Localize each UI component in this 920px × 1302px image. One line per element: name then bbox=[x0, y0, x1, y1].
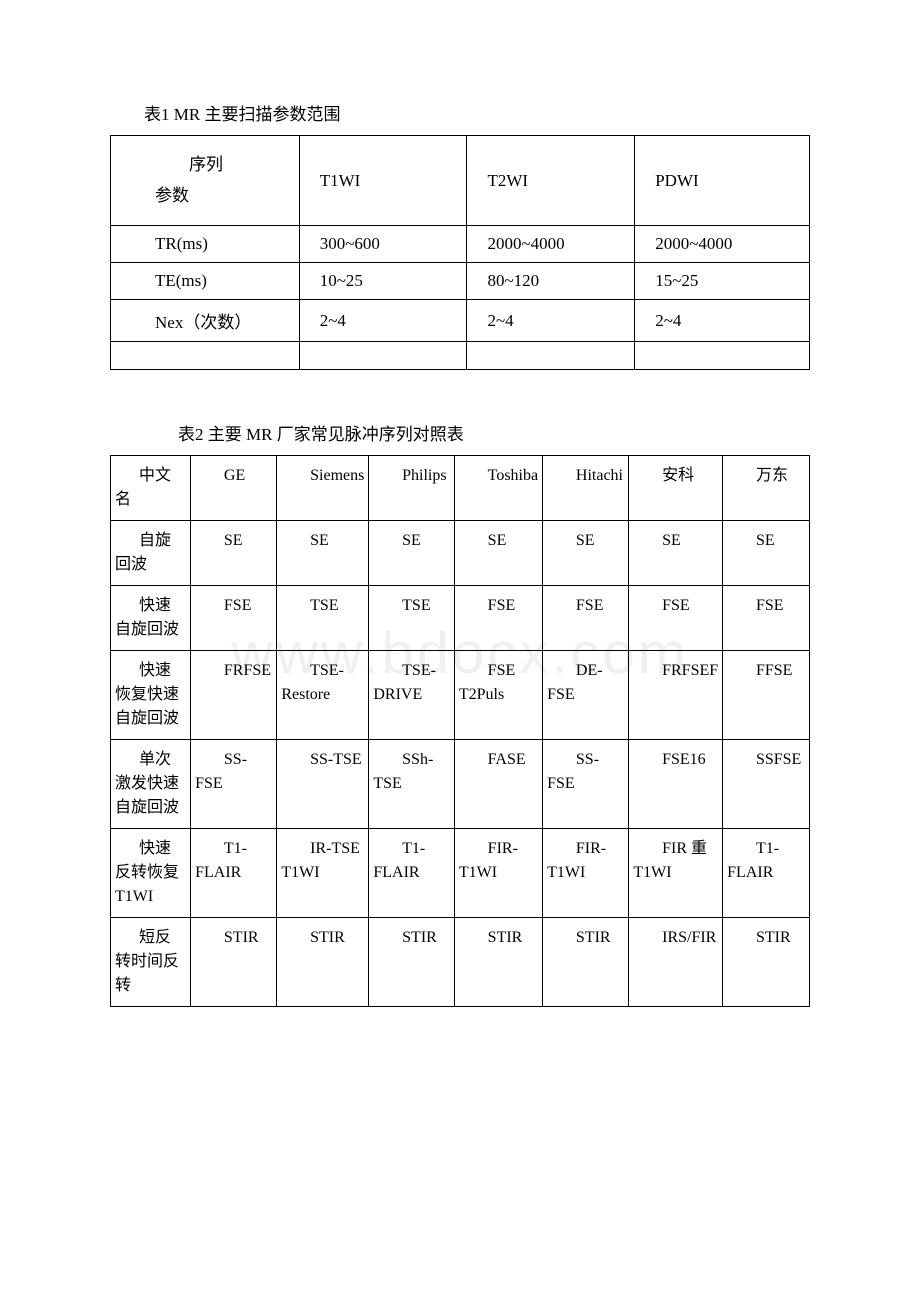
table-row: Nex（次数） 2~4 2~4 2~4 bbox=[111, 300, 810, 342]
row-value: TSE-DRIVE bbox=[369, 651, 455, 740]
param-value: 2000~4000 bbox=[467, 226, 635, 263]
table2-col-header: 安科 bbox=[629, 456, 723, 521]
row-value: T1-FLAIR bbox=[369, 829, 455, 918]
row-value: FSE bbox=[629, 586, 723, 651]
document-content: 表1 MR 主要扫描参数范围 序列 参数 T1WI T2WI PDWI TR(m… bbox=[110, 100, 810, 1007]
row-value: SE bbox=[191, 521, 277, 586]
table2-col-header: Toshiba bbox=[454, 456, 542, 521]
param-value: 10~25 bbox=[299, 263, 467, 300]
table1-col-header: PDWI bbox=[635, 136, 810, 226]
param-value: 2~4 bbox=[467, 300, 635, 342]
row-value: STIR bbox=[277, 918, 369, 1007]
row-value: SE bbox=[723, 521, 810, 586]
param-value: 2~4 bbox=[299, 300, 467, 342]
row-value: SE bbox=[543, 521, 629, 586]
table-row: 短反转时间反转 STIR STIR STIR STIR STIR IRS/FIR… bbox=[111, 918, 810, 1007]
table-row: 快速反转恢复T1WI T1-FLAIR IR-TSE T1WI T1-FLAIR… bbox=[111, 829, 810, 918]
table-empty-row bbox=[111, 342, 810, 370]
param-value: 2~4 bbox=[635, 300, 810, 342]
row-value: SE bbox=[629, 521, 723, 586]
row-value: STIR bbox=[191, 918, 277, 1007]
row-value: FIR-T1WI bbox=[543, 829, 629, 918]
row-value: FSE bbox=[191, 586, 277, 651]
table2-header-row: 中文名 GE Siemens Philips Toshiba Hitachi 安… bbox=[111, 456, 810, 521]
param-header-line2: 参数 bbox=[121, 181, 289, 212]
table1-title: 表1 MR 主要扫描参数范围 bbox=[110, 100, 810, 125]
row-value: FIR 重T1WI bbox=[629, 829, 723, 918]
table2-col-header: Hitachi bbox=[543, 456, 629, 521]
row-label: 自旋回波 bbox=[111, 521, 191, 586]
table1-header-row: 序列 参数 T1WI T2WI PDWI bbox=[111, 136, 810, 226]
table-row: TR(ms) 300~600 2000~4000 2000~4000 bbox=[111, 226, 810, 263]
param-value: 2000~4000 bbox=[635, 226, 810, 263]
row-value: SS-FSE bbox=[191, 740, 277, 829]
table2-col-header: Philips bbox=[369, 456, 455, 521]
row-value: SSFSE bbox=[723, 740, 810, 829]
row-value: DE-FSE bbox=[543, 651, 629, 740]
row-value: SS-TSE bbox=[277, 740, 369, 829]
table-row: 单次激发快速自旋回波 SS-FSE SS-TSE SSh-TSE FASE SS… bbox=[111, 740, 810, 829]
table2: 中文名 GE Siemens Philips Toshiba Hitachi 安… bbox=[110, 455, 810, 1007]
row-value: FASE bbox=[454, 740, 542, 829]
row-value: SSh-TSE bbox=[369, 740, 455, 829]
param-label: TE(ms) bbox=[111, 263, 300, 300]
param-label: TR(ms) bbox=[111, 226, 300, 263]
row-value: STIR bbox=[454, 918, 542, 1007]
table2-col-header: 中文名 bbox=[111, 456, 191, 521]
row-label: 快速反转恢复T1WI bbox=[111, 829, 191, 918]
table1-col-header: T2WI bbox=[467, 136, 635, 226]
param-value: 15~25 bbox=[635, 263, 810, 300]
row-value: SE bbox=[277, 521, 369, 586]
table2-col-header: 万东 bbox=[723, 456, 810, 521]
row-value: SE bbox=[369, 521, 455, 586]
row-value: IRS/FIR bbox=[629, 918, 723, 1007]
table-row: TE(ms) 10~25 80~120 15~25 bbox=[111, 263, 810, 300]
row-value: FSE bbox=[454, 586, 542, 651]
table2-col-header: GE bbox=[191, 456, 277, 521]
row-label: 快速恢复快速自旋回波 bbox=[111, 651, 191, 740]
row-value: TSE-Restore bbox=[277, 651, 369, 740]
row-value: FRFSEF bbox=[629, 651, 723, 740]
row-value: FSE bbox=[543, 586, 629, 651]
row-value: STIR bbox=[369, 918, 455, 1007]
row-value: T1-FLAIR bbox=[723, 829, 810, 918]
row-value: TSE bbox=[369, 586, 455, 651]
table2-title: 表2 主要 MR 厂家常见脉冲序列对照表 bbox=[110, 420, 810, 445]
table-row: 自旋回波 SE SE SE SE SE SE SE bbox=[111, 521, 810, 586]
row-value: SE bbox=[454, 521, 542, 586]
row-value: STIR bbox=[723, 918, 810, 1007]
table1: 序列 参数 T1WI T2WI PDWI TR(ms) 300~600 2000… bbox=[110, 135, 810, 370]
param-label: Nex（次数） bbox=[111, 300, 300, 342]
row-value: SS-FSE bbox=[543, 740, 629, 829]
row-value: FFSE bbox=[723, 651, 810, 740]
row-value: FSE T2Puls bbox=[454, 651, 542, 740]
table-row: 快速恢复快速自旋回波 FRFSE TSE-Restore TSE-DRIVE F… bbox=[111, 651, 810, 740]
row-label: 单次激发快速自旋回波 bbox=[111, 740, 191, 829]
table1-param-header: 序列 参数 bbox=[111, 136, 300, 226]
row-value: IR-TSE T1WI bbox=[277, 829, 369, 918]
param-value: 80~120 bbox=[467, 263, 635, 300]
row-value: T1-FLAIR bbox=[191, 829, 277, 918]
row-value: FRFSE bbox=[191, 651, 277, 740]
row-value: STIR bbox=[543, 918, 629, 1007]
param-value: 300~600 bbox=[299, 226, 467, 263]
row-value: FSE bbox=[723, 586, 810, 651]
param-header-line1: 序列 bbox=[121, 150, 289, 181]
table1-col-header: T1WI bbox=[299, 136, 467, 226]
table-row: 快速自旋回波 FSE TSE TSE FSE FSE FSE FSE bbox=[111, 586, 810, 651]
row-value: FIR-T1WI bbox=[454, 829, 542, 918]
row-label: 短反转时间反转 bbox=[111, 918, 191, 1007]
row-label: 快速自旋回波 bbox=[111, 586, 191, 651]
row-value: TSE bbox=[277, 586, 369, 651]
table2-col-header: Siemens bbox=[277, 456, 369, 521]
row-value: FSE16 bbox=[629, 740, 723, 829]
